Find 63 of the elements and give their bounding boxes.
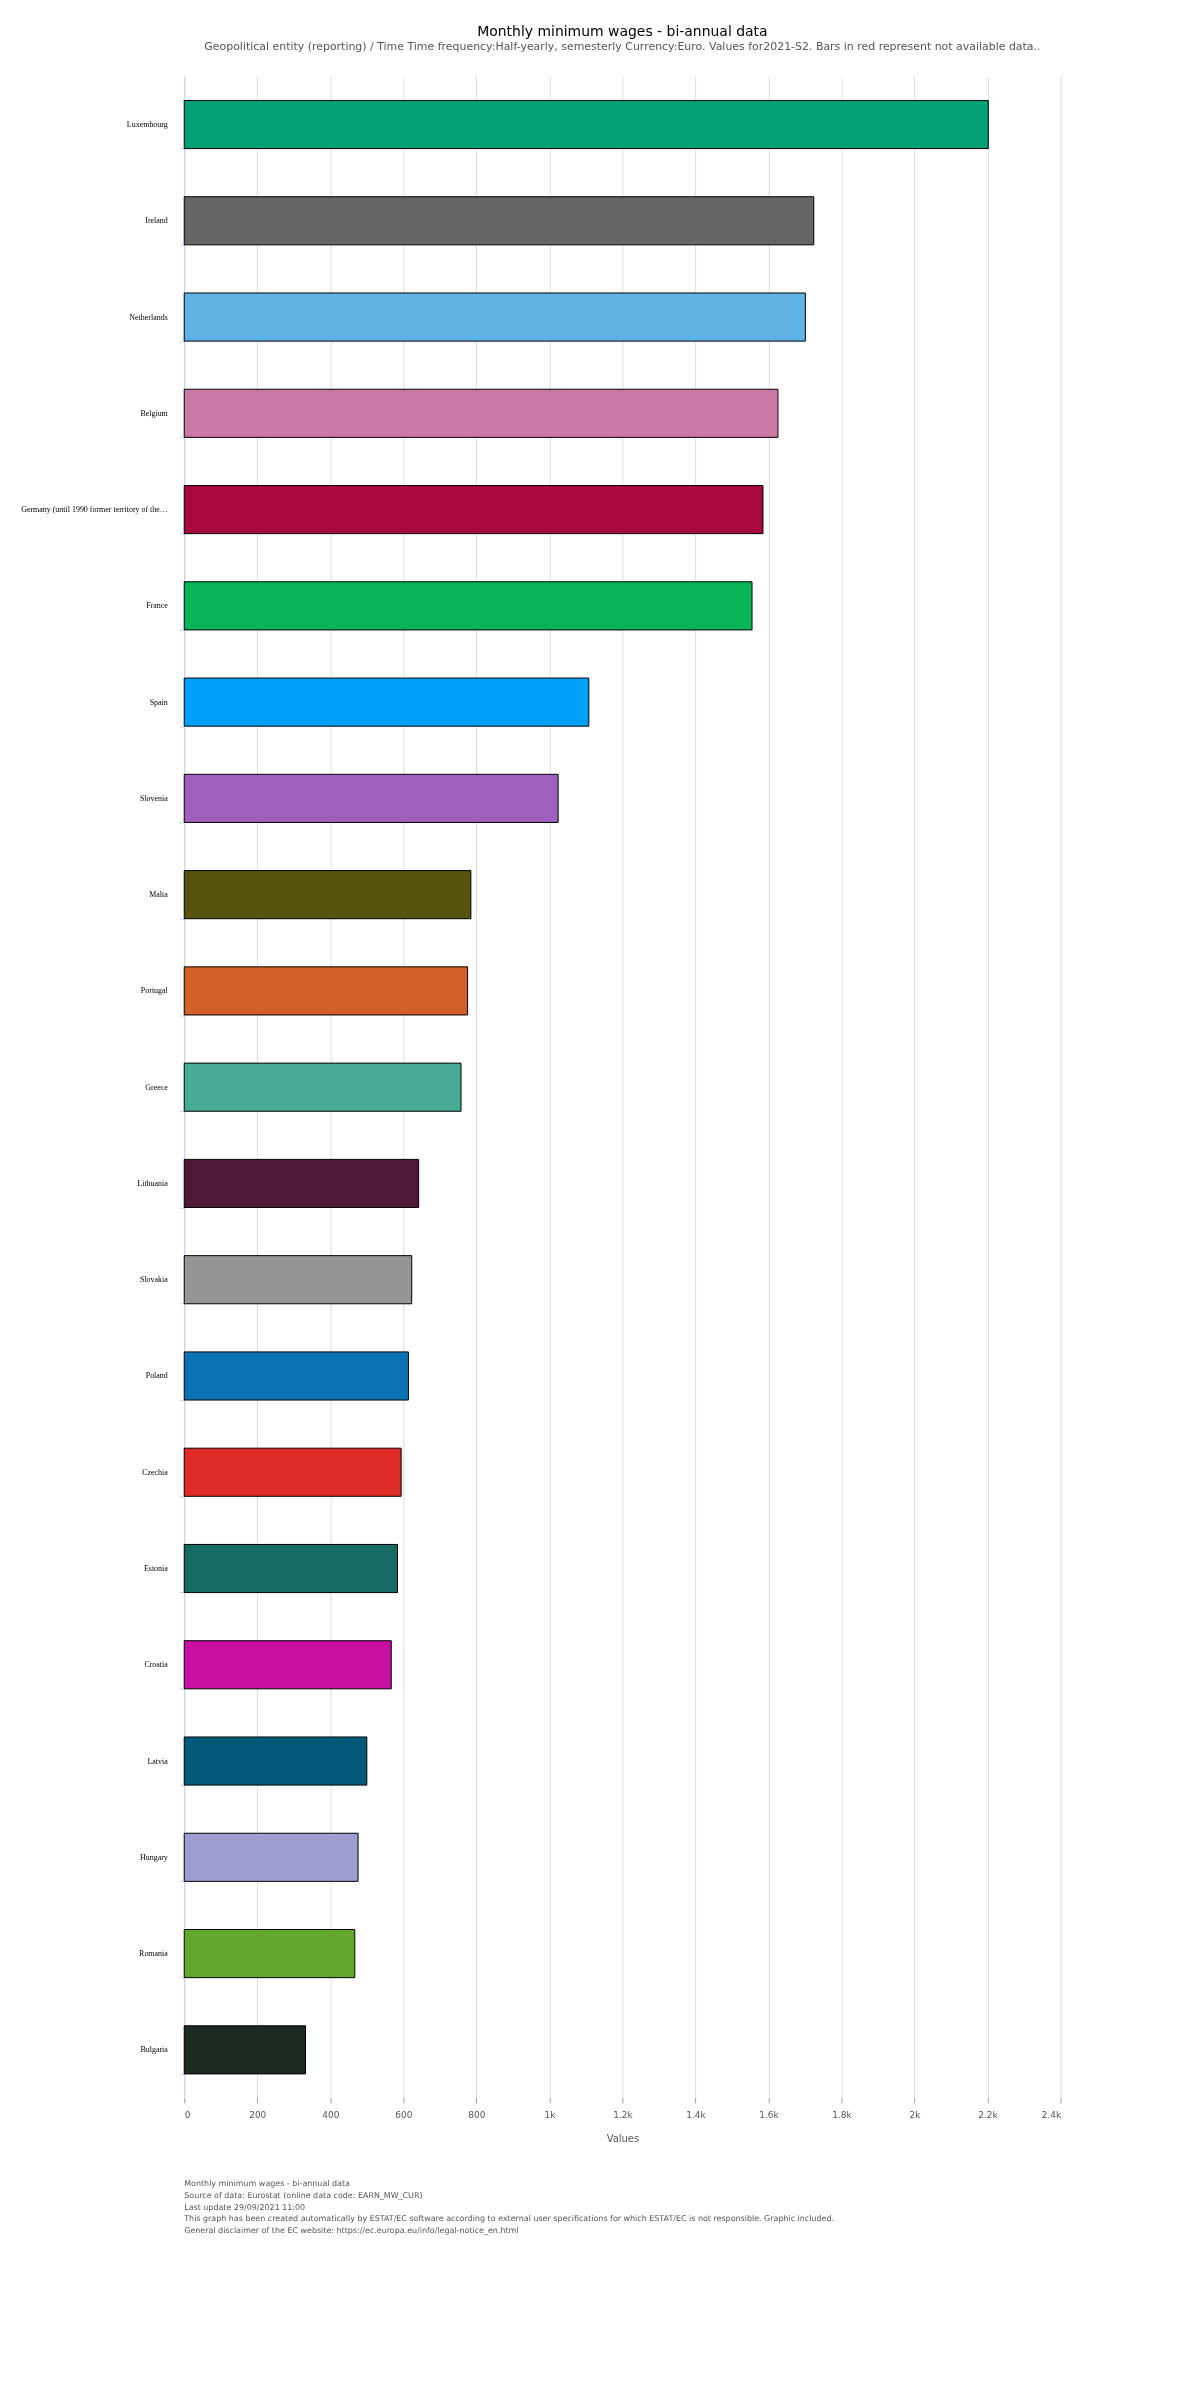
bar [183, 388, 779, 438]
text: Last update 29/09/2021 11:00 [184, 2202, 306, 2212]
y-tick-label: Bulgaria [140, 2045, 169, 2055]
bar [183, 1255, 413, 1305]
x-tick-label: 400 [322, 2110, 340, 2121]
y-tick-label: Slovenia [139, 793, 169, 803]
y-tick-label: France [146, 601, 169, 611]
y-tick-label: Belgium [140, 408, 169, 418]
x-tick-label: 1.2k [613, 2110, 634, 2121]
x-axis-title: Values [606, 2133, 640, 2145]
y-tick-label: Hungary [139, 1852, 168, 1862]
x-tick-label: 800 [468, 2110, 486, 2121]
y-tick-label: Latvia [147, 1756, 169, 1766]
bar [183, 677, 590, 727]
x-tick-label: 1k [544, 2110, 557, 2121]
chart-title: Monthly minimum wages - bi-annual data [477, 22, 768, 39]
bar [183, 485, 764, 535]
chart-subtitle: Geopolitical entity (reporting) / Time Time frequency:Half-yearly, semesterly Currency:Euro. Values for2021-S2. Bars in red represent not available data.. [204, 40, 1041, 54]
bar [183, 1543, 398, 1594]
bar [183, 1640, 392, 1690]
y-tick-label: Spain [149, 697, 168, 707]
bar [183, 2025, 306, 2075]
bar [183, 99, 989, 150]
text: General disclaimer of the EC website: https://ec.europa.eu/info/legal-notice_en.html [184, 2226, 519, 2236]
source-note: Source of data: Eurostat (online data code: EARN_MW_CUR) [184, 2190, 423, 2200]
bar [183, 1062, 462, 1112]
y-tick-label: Netherlands [129, 312, 168, 322]
x-tick-label: 1.6k [759, 2110, 780, 2121]
x-tick-label: 200 [249, 2110, 267, 2121]
y-tick-label: Malta [149, 890, 169, 900]
x-tick-label: 1.4k [686, 2110, 707, 2121]
y-tick-label: Greece [145, 1082, 169, 1092]
bar [183, 1158, 420, 1209]
text: This graph has been created automatically by ESTAT/EC software according to external user specifications for which ESTAT/EC is not responsible. Graphic included. [183, 2214, 835, 2224]
bar [183, 1832, 359, 1882]
bar [183, 1929, 356, 1979]
y-tick-label: Ireland [145, 216, 168, 226]
bar [183, 870, 472, 920]
y-tick-label: Luxembourg [126, 120, 168, 130]
bar [183, 773, 559, 823]
x-tick-label: 2k [909, 2110, 922, 2121]
bar [183, 581, 753, 631]
y-tick-label: Lithuania [137, 1178, 169, 1188]
y-tick-label: Germany (until 1990 former territory of the… [21, 505, 168, 515]
x-tick-label: 600 [395, 2110, 413, 2121]
y-tick-label: Croatia [144, 1660, 169, 1670]
bar [183, 1736, 368, 1786]
y-tick-label: Estonia [143, 1564, 169, 1573]
x-tick-label: 1.8k [832, 2110, 853, 2121]
y-tick-label: Romania [139, 1949, 169, 1959]
x-tick-label: 0 [184, 2110, 191, 2121]
y-tick-label: Poland [145, 1371, 168, 1381]
bar [183, 1351, 409, 1401]
y-tick-label: Portugal [140, 986, 169, 996]
y-tick-label: Slovakia [139, 1275, 169, 1285]
x-tick-label: 2.2k [978, 2110, 999, 2121]
y-tick-label: Czechia [142, 1467, 169, 1477]
bar [183, 966, 469, 1016]
text: Monthly minimum wages - bi-annual data [184, 2178, 351, 2188]
x-tick-label: 2.4k [1041, 2110, 1062, 2121]
bar [183, 196, 815, 246]
bar [183, 292, 806, 342]
bar [183, 1447, 402, 1497]
